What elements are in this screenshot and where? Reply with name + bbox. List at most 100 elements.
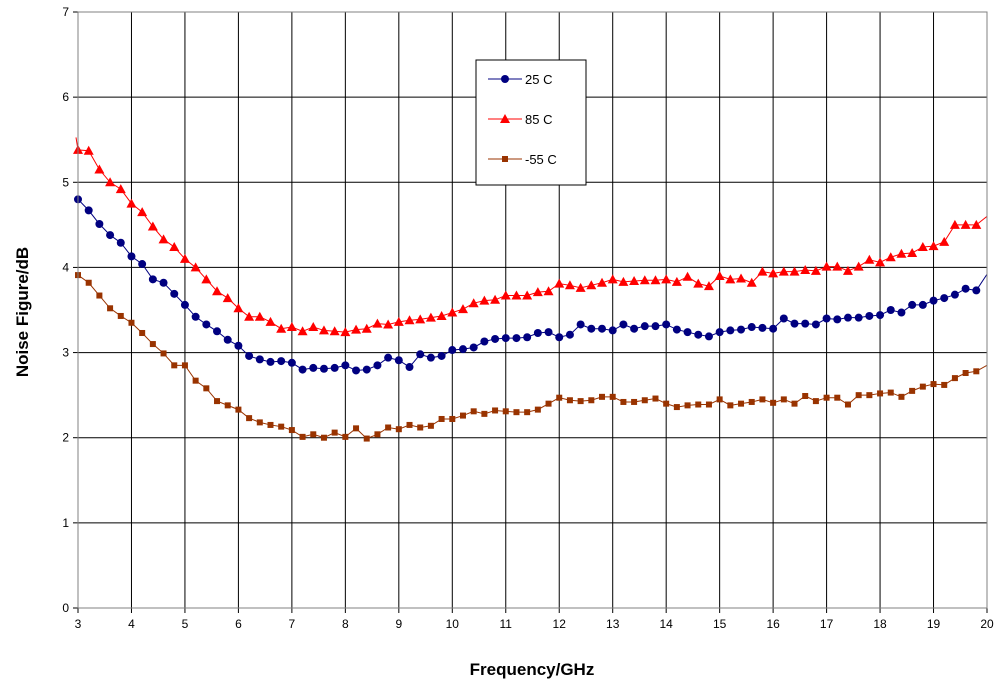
data-point: [790, 319, 799, 328]
data-point: [543, 286, 554, 296]
data-point: [352, 366, 361, 375]
data-point: [727, 402, 734, 409]
data-point: [361, 323, 372, 333]
data-point: [267, 421, 274, 428]
data-point: [470, 408, 477, 415]
data-point: [436, 310, 447, 320]
data-point: [780, 396, 787, 403]
data-point: [128, 319, 135, 326]
x-tick-label: 20: [980, 617, 994, 631]
data-point: [171, 362, 178, 369]
data-point: [652, 395, 659, 402]
data-point: [222, 293, 233, 303]
data-point: [149, 341, 156, 348]
data-point: [650, 275, 661, 285]
x-tick-label: 6: [235, 617, 242, 631]
data-point: [449, 415, 456, 422]
data-point: [810, 265, 821, 275]
data-point: [192, 377, 199, 384]
data-point: [406, 421, 413, 428]
data-point: [778, 266, 789, 276]
data-point: [834, 394, 841, 401]
data-point: [737, 325, 746, 334]
data-point: [683, 328, 692, 337]
data-point: [779, 314, 788, 323]
data-point: [887, 389, 894, 396]
data-point: [682, 271, 693, 281]
data-point: [714, 270, 725, 280]
data-point: [265, 316, 276, 326]
y-tick-label: 3: [62, 346, 69, 360]
data-point: [896, 248, 907, 258]
data-point: [833, 315, 842, 324]
series-line: [77, 274, 988, 440]
data-point: [897, 308, 906, 317]
x-tick-label: 3: [75, 617, 82, 631]
x-tick-label: 7: [289, 617, 296, 631]
data-point: [190, 262, 201, 272]
data-point: [576, 320, 585, 329]
data-point: [961, 284, 970, 293]
y-tick-label: 7: [62, 5, 69, 19]
data-point: [329, 326, 340, 336]
data-point: [662, 320, 671, 329]
data-point: [651, 322, 660, 331]
data-point: [105, 177, 116, 187]
data-point: [256, 419, 263, 426]
data-point: [704, 332, 713, 341]
data-point: [491, 334, 500, 343]
data-point: [917, 241, 928, 251]
data-point: [823, 394, 830, 401]
data-point: [789, 266, 800, 276]
data-point: [597, 277, 608, 287]
data-point: [587, 324, 596, 333]
data-point: [384, 353, 393, 362]
data-point: [768, 268, 779, 278]
data-point: [245, 351, 254, 360]
data-point: [255, 355, 264, 364]
data-point: [950, 290, 959, 299]
data-point: [875, 257, 886, 267]
data-point: [137, 207, 148, 217]
data-point: [235, 406, 242, 413]
data-point: [288, 427, 295, 434]
data-point: [864, 254, 875, 264]
data-point: [254, 311, 265, 321]
data-point: [342, 433, 349, 440]
data-point: [310, 431, 317, 438]
data-point: [565, 330, 574, 339]
data-point: [618, 276, 629, 286]
data-point: [224, 402, 231, 409]
data-point: [672, 325, 681, 334]
data-point: [534, 406, 541, 413]
data-point: [639, 275, 650, 285]
data-point: [821, 261, 832, 271]
data-point: [457, 304, 468, 314]
data-point: [459, 412, 466, 419]
data-point: [308, 322, 319, 332]
data-point: [631, 398, 638, 405]
y-tick-label: 1: [62, 516, 69, 530]
data-point: [941, 381, 948, 388]
data-point: [117, 312, 124, 319]
data-point: [630, 324, 639, 333]
data-point: [725, 274, 736, 284]
data-point: [684, 402, 691, 409]
data-point: [885, 252, 896, 262]
data-point: [427, 422, 434, 429]
x-tick-label: 19: [927, 617, 941, 631]
data-point: [85, 279, 92, 286]
data-point: [598, 324, 607, 333]
data-point: [770, 399, 777, 406]
data-point: [876, 311, 885, 320]
data-point: [599, 393, 606, 400]
data-point: [962, 370, 969, 377]
data-point: [330, 363, 339, 372]
data-point: [393, 316, 404, 326]
x-tick-label: 17: [820, 617, 834, 631]
data-point: [973, 368, 980, 375]
data-point: [898, 393, 905, 400]
data-point: [353, 425, 360, 432]
data-point: [481, 410, 488, 417]
